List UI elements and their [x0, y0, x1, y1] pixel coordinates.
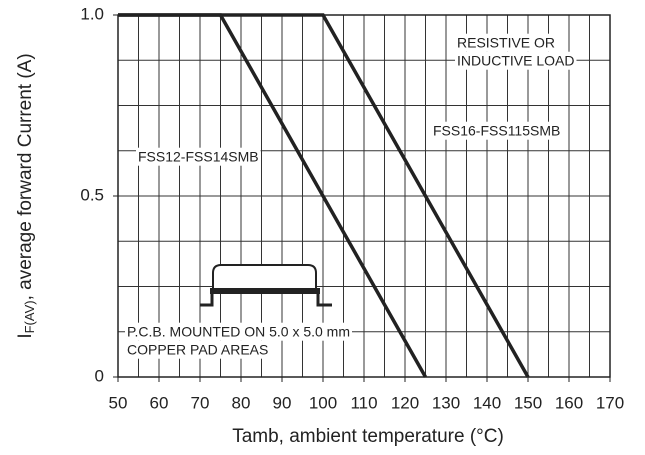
x-tick-label: 90 [273, 393, 292, 412]
annotation: RESISTIVE OR [457, 35, 555, 51]
x-tick-label: 150 [514, 393, 542, 412]
package-body [212, 264, 317, 288]
x-tick-label: 110 [350, 393, 377, 412]
package-icon [200, 264, 332, 307]
y-tick-label: 0.5 [80, 185, 104, 204]
x-tick-label: 170 [596, 393, 624, 412]
data-lines [118, 13, 530, 378]
annotation-bg [455, 33, 558, 52]
y-tick-label: 1.0 [80, 4, 104, 23]
x-tick-label: 140 [473, 393, 501, 412]
y-label-sub: F(AV) [22, 300, 37, 333]
annotation-bg [455, 51, 577, 70]
x-tick-label: 80 [232, 393, 251, 412]
x-tick-label: 70 [191, 393, 210, 412]
annotation: COPPER PAD AREAS [127, 342, 268, 358]
series-line [118, 13, 530, 378]
annotation: INDUCTIVE LOAD [457, 53, 574, 69]
series-label: FSS12-FSS14SMB [138, 149, 259, 165]
x-tick-label: 60 [150, 393, 169, 412]
grid [113, 14, 611, 382]
y-label-rest: , average forward Current (A) [15, 53, 36, 300]
labels: 50 60 70 80 90 100 110 120 130 140 150 160 170 0 0.5 1.… [80, 4, 624, 412]
x-axis-label: Tamb, ambient temperature (°C) [232, 426, 504, 447]
annotation: P.C.B. MOUNTED ON 5.0 x 5.0 mm [127, 324, 350, 340]
package-leads [200, 294, 332, 307]
y-axis-label: IF(AV), average forward Current (A) [15, 53, 37, 338]
x-tick-label: 100 [309, 393, 337, 412]
x-tick-label: 130 [432, 393, 460, 412]
x-tick-label: 120 [391, 393, 419, 412]
annotation-bg [125, 322, 353, 341]
package-base [210, 288, 320, 294]
series-label-bg [136, 147, 261, 166]
y-tick-label: 0 [95, 366, 104, 385]
x-tick-label: 160 [555, 393, 583, 412]
series-label-bg [431, 121, 563, 140]
annotation-bg [125, 340, 271, 359]
y-label-main: I [15, 333, 36, 338]
series-label: FSS16-FSS115SMB [433, 123, 560, 139]
x-tick-label: 50 [109, 393, 128, 412]
